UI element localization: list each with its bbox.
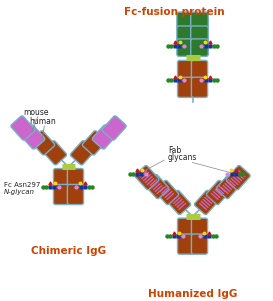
Text: Fc Asn297: Fc Asn297 [4, 182, 40, 188]
FancyBboxPatch shape [226, 166, 250, 190]
FancyBboxPatch shape [54, 169, 70, 189]
Text: Chimeric IgG: Chimeric IgG [31, 246, 106, 256]
FancyBboxPatch shape [206, 180, 230, 205]
FancyBboxPatch shape [191, 218, 207, 238]
FancyBboxPatch shape [216, 174, 240, 199]
FancyBboxPatch shape [177, 77, 194, 98]
FancyBboxPatch shape [92, 125, 116, 149]
FancyBboxPatch shape [21, 125, 45, 149]
FancyBboxPatch shape [191, 77, 207, 98]
FancyBboxPatch shape [82, 131, 106, 155]
FancyBboxPatch shape [54, 185, 70, 205]
FancyBboxPatch shape [177, 39, 194, 56]
FancyBboxPatch shape [191, 61, 207, 81]
Text: Fab: Fab [168, 146, 181, 155]
FancyBboxPatch shape [155, 180, 179, 205]
FancyBboxPatch shape [43, 141, 67, 165]
FancyBboxPatch shape [177, 26, 194, 44]
FancyBboxPatch shape [191, 39, 208, 56]
FancyBboxPatch shape [31, 131, 55, 155]
FancyBboxPatch shape [67, 185, 84, 205]
Text: human: human [29, 116, 56, 126]
FancyBboxPatch shape [177, 218, 194, 238]
Text: Humanized IgG: Humanized IgG [148, 289, 237, 299]
FancyBboxPatch shape [11, 116, 35, 140]
FancyBboxPatch shape [191, 12, 208, 29]
FancyBboxPatch shape [145, 174, 169, 199]
FancyBboxPatch shape [191, 26, 208, 44]
Text: mouse: mouse [23, 108, 48, 116]
Text: glycans: glycans [168, 153, 197, 162]
FancyBboxPatch shape [135, 166, 159, 190]
FancyBboxPatch shape [70, 141, 94, 165]
FancyBboxPatch shape [191, 234, 207, 254]
Text: N-glycan: N-glycan [4, 188, 35, 194]
FancyBboxPatch shape [67, 169, 84, 189]
FancyBboxPatch shape [177, 61, 194, 81]
FancyBboxPatch shape [102, 116, 126, 140]
Text: Fc-fusion protein: Fc-fusion protein [124, 7, 225, 17]
FancyBboxPatch shape [167, 190, 191, 215]
FancyBboxPatch shape [177, 12, 194, 29]
FancyBboxPatch shape [194, 190, 218, 215]
FancyBboxPatch shape [177, 234, 194, 254]
